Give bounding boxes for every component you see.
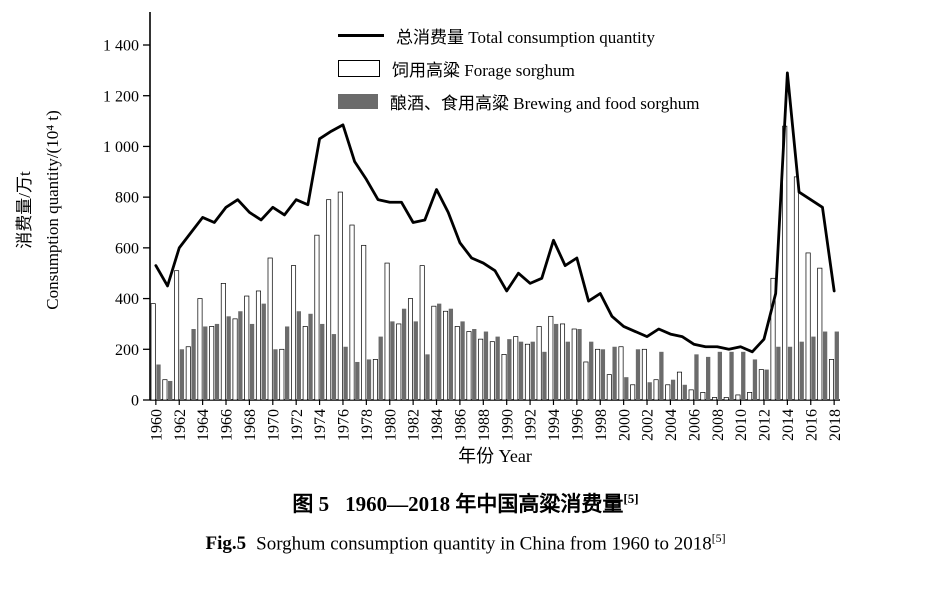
svg-text:1970: 1970 [265,409,282,441]
legend: 总消费量 Total consumption quantity 饲用高粱 For… [338,26,699,125]
y-axis-title-zh: 消费量/万t [15,171,34,249]
figure-captions: 图 5 1960—2018 年中国高粱消费量[5] Fig.5 Sorghum co… [0,488,931,555]
svg-text:200: 200 [115,342,139,359]
total-line-swatch-icon [338,33,384,37]
svg-text:1966: 1966 [219,409,236,441]
svg-text:2008: 2008 [710,409,727,441]
plot-area: 0 200 400 600 800 1 000 1 200 1 400 1960 1962 1964… [103,12,844,441]
svg-text:2002: 2002 [640,409,657,441]
svg-text:1972: 1972 [289,409,306,441]
svg-text:2018: 2018 [827,409,844,441]
legend-label-brewing: 酿酒、食用高粱 Brewing and food sorghum [390,93,700,113]
svg-text:2016: 2016 [803,409,820,441]
svg-text:1996: 1996 [569,409,586,441]
bars-group [150,125,839,401]
legend-item-brewing: 酿酒、食用高粱 Brewing and food sorghum [338,92,699,113]
svg-text:400: 400 [115,291,139,308]
svg-text:1 400: 1 400 [103,38,139,55]
svg-text:1984: 1984 [429,409,446,441]
svg-text:2014: 2014 [780,409,797,441]
svg-text:1990: 1990 [499,409,516,441]
svg-text:2012: 2012 [757,409,774,441]
legend-item-total: 总消费量 Total consumption quantity [338,26,699,47]
legend-item-forage: 饲用高粱 Forage sorghum [338,59,699,80]
svg-text:1992: 1992 [523,409,540,441]
svg-text:0: 0 [131,393,139,410]
svg-text:1962: 1962 [172,409,189,441]
svg-text:1988: 1988 [476,409,493,441]
forage-bar-swatch-icon [338,59,380,77]
caption-en-text: Sorghum consumption quantity in China fr… [256,533,712,555]
svg-text:2010: 2010 [733,409,750,441]
svg-text:2000: 2000 [616,409,633,441]
legend-label-total: 总消费量 Total consumption quantity [396,27,655,47]
y-axis-title-en: Consumption quantity/(10⁴ t) [43,110,62,310]
svg-text:600: 600 [115,240,139,257]
svg-text:1960: 1960 [148,409,165,441]
svg-text:800: 800 [115,190,139,207]
svg-text:1980: 1980 [382,409,399,441]
tick-labels: 0 200 400 600 800 1 000 1 200 1 400 1960 1962 1964… [103,38,844,441]
brewing-bar-swatch-icon [338,93,378,109]
svg-text:2006: 2006 [686,409,703,441]
svg-text:1974: 1974 [312,409,329,441]
svg-text:1994: 1994 [546,409,563,441]
sorghum-consumption-chart: 消费量/万t Consumption quantity/(10⁴ t) 年份 Y… [15,12,844,466]
svg-text:1982: 1982 [406,409,423,441]
x-axis-title: 年份 Year [458,446,532,466]
svg-text:1 000: 1 000 [103,139,139,156]
caption-zh-ref: [5] [623,491,639,506]
svg-text:1978: 1978 [359,409,376,441]
svg-text:2004: 2004 [663,409,680,441]
caption-zh-text: 1960—2018 年中国高粱消费量 [345,492,624,516]
caption-en-label: Fig.5 [205,533,247,555]
svg-text:1976: 1976 [336,409,353,441]
caption-en: Fig.5 Sorghum consumption quantity in Chi… [0,532,931,555]
chart-canvas: 消费量/万t Consumption quantity/(10⁴ t) 年份 Y… [15,12,844,466]
svg-text:1964: 1964 [195,409,212,441]
caption-zh-label: 图 5 [292,492,330,516]
svg-text:1986: 1986 [453,409,470,441]
legend-label-forage: 饲用高粱 Forage sorghum [392,60,575,80]
caption-en-ref: [5] [711,532,726,545]
total-line [154,71,836,354]
svg-text:1 200: 1 200 [103,88,139,105]
svg-text:1998: 1998 [593,409,610,441]
caption-zh: 图 5 1960—2018 年中国高粱消费量[5] [0,488,931,518]
svg-text:1968: 1968 [242,409,259,441]
